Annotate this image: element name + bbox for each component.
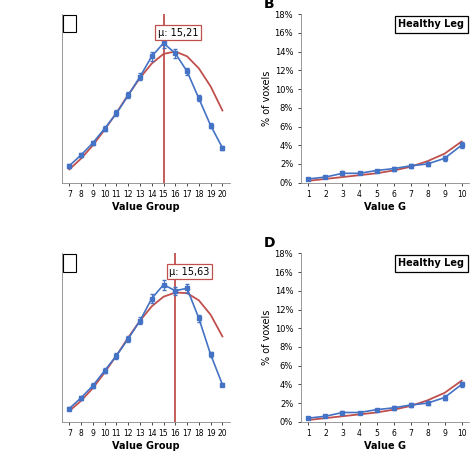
Text: B: B [264,0,274,11]
Text: μ: 15,63: μ: 15,63 [169,267,210,277]
Y-axis label: % of voxels: % of voxels [262,71,272,126]
X-axis label: Value G: Value G [364,441,406,451]
Text: D: D [264,236,275,250]
X-axis label: Value G: Value G [364,202,406,212]
X-axis label: Value Group: Value Group [112,441,180,451]
Text: μ: 15,21: μ: 15,21 [158,27,198,38]
Text: Healthy Leg: Healthy Leg [398,19,464,29]
Text: Healthy Leg: Healthy Leg [398,258,464,268]
X-axis label: Value Group: Value Group [112,202,180,212]
Y-axis label: % of voxels: % of voxels [262,310,272,365]
